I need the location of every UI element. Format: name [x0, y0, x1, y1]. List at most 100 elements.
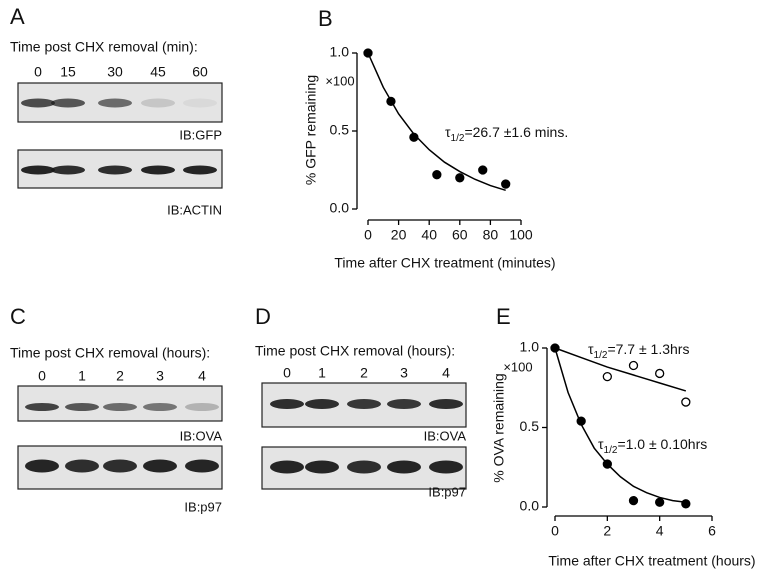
- half-life-annotation: τ1/2=1.0 ± 0.10hrs: [598, 436, 707, 456]
- y-axis-label: % GFP remaining: [303, 75, 319, 185]
- blot-band: [305, 399, 339, 409]
- lane-label: 60: [192, 64, 208, 80]
- x-tick-label: 2: [603, 523, 611, 539]
- y-multiplier: ×100: [325, 73, 354, 88]
- x-tick-label: 40: [421, 227, 437, 243]
- lane-label: 2: [116, 368, 124, 384]
- panel-letter: B: [318, 6, 333, 31]
- blot-band: [347, 399, 381, 409]
- blot-label: IB:p97: [184, 499, 222, 514]
- y-tick-label: 0.0: [330, 200, 350, 216]
- panel-letter: E: [496, 304, 511, 329]
- data-point: [681, 499, 691, 509]
- tau-symbol: τ: [588, 341, 594, 357]
- x-axis-label: Time after CHX treatment (minutes): [334, 255, 555, 271]
- blot-band: [25, 459, 59, 473]
- blot-label: IB:p97: [428, 484, 466, 499]
- blot-band: [143, 459, 177, 473]
- blot-band: [141, 98, 175, 108]
- tau-subscript: 1/2: [451, 133, 465, 144]
- panel-letter: A: [10, 4, 25, 29]
- blot-band: [183, 98, 217, 108]
- x-axis-label: Time after CHX treatment (hours): [548, 553, 755, 569]
- blot-band: [141, 165, 175, 175]
- blot-band: [25, 403, 59, 411]
- x-tick-label: 60: [452, 227, 468, 243]
- blot-band: [103, 403, 137, 411]
- lane-label: 0: [283, 365, 291, 381]
- y-tick-label: 0.5: [330, 122, 350, 138]
- y-tick-label: 0.5: [520, 418, 540, 434]
- panel-letter: D: [255, 304, 271, 329]
- blot-band: [103, 459, 137, 473]
- tau-value: =7.7 ± 1.3hrs: [607, 341, 689, 357]
- blot-caption: Time post CHX removal (hours):: [10, 345, 210, 361]
- data-point: [478, 165, 488, 175]
- lane-label: 2: [360, 365, 368, 381]
- blot-band: [185, 403, 219, 411]
- lane-label: 3: [156, 368, 164, 384]
- blot-band: [429, 399, 463, 409]
- blot-band: [143, 403, 177, 411]
- data-point: [681, 397, 691, 407]
- tau-symbol: τ: [598, 436, 604, 452]
- blot-label: IB:OVA: [424, 428, 467, 443]
- blot-band: [387, 399, 421, 409]
- tau-subscript: 1/2: [594, 350, 608, 361]
- blot-band: [347, 460, 381, 474]
- blot-band: [51, 98, 85, 108]
- lane-label: 3: [400, 365, 408, 381]
- panel-letter: C: [10, 304, 26, 329]
- lane-label: 4: [198, 368, 206, 384]
- y-tick-label: 1.0: [520, 339, 540, 355]
- x-tick-label: 4: [656, 523, 664, 539]
- tau-subscript: 1/2: [604, 445, 618, 456]
- data-point: [432, 170, 442, 180]
- data-point: [602, 371, 612, 382]
- blot-band: [98, 98, 132, 108]
- fit-curve: [367, 52, 506, 191]
- data-point: [576, 416, 586, 426]
- blot-band: [183, 165, 217, 175]
- lane-label: 4: [442, 365, 450, 381]
- x-tick-label: 0: [551, 523, 559, 539]
- data-point: [455, 173, 465, 183]
- x-tick-label: 6: [708, 523, 716, 539]
- fit-curve: [554, 347, 687, 392]
- y-tick-label: 0.0: [520, 498, 540, 514]
- blot-band: [270, 399, 304, 409]
- blot-band: [185, 459, 219, 473]
- tau-value: =1.0 ± 0.10hrs: [617, 436, 707, 452]
- lane-label: 45: [150, 64, 166, 80]
- blot-band: [51, 165, 85, 175]
- data-point: [602, 459, 612, 469]
- half-life-annotation: τ1/2=7.7 ± 1.3hrs: [588, 341, 689, 361]
- lane-label: 0: [38, 368, 46, 384]
- x-tick-label: 20: [391, 227, 407, 243]
- lane-label: 15: [60, 64, 76, 80]
- lane-label: 1: [318, 365, 326, 381]
- blot-label: IB:GFP: [179, 127, 222, 142]
- blot-band: [65, 459, 99, 473]
- lane-label: 0: [34, 64, 42, 80]
- data-point: [628, 360, 639, 371]
- blot-caption: Time post CHX removal (min):: [10, 39, 198, 55]
- blot-band: [21, 98, 55, 108]
- tau-value: =26.7 ±1.6 mins.: [464, 124, 568, 140]
- y-axis-label: % OVA remaining: [491, 373, 507, 482]
- blot-band: [65, 403, 99, 411]
- y-tick-label: 1.0: [330, 44, 350, 60]
- lane-label: 1: [78, 368, 86, 384]
- blot-label: IB:ACTIN: [167, 202, 222, 217]
- fit-curve: [554, 347, 686, 503]
- blot-band: [387, 460, 421, 474]
- blot-band: [305, 460, 339, 474]
- blot-caption: Time post CHX removal (hours):: [255, 343, 455, 359]
- blot-band: [429, 460, 463, 474]
- x-tick-label: 0: [364, 227, 372, 243]
- half-life-annotation: τ1/2=26.7 ±1.6 mins.: [445, 124, 568, 144]
- blot-band: [21, 165, 55, 175]
- lane-label: 30: [107, 64, 123, 80]
- blot-band: [98, 165, 132, 175]
